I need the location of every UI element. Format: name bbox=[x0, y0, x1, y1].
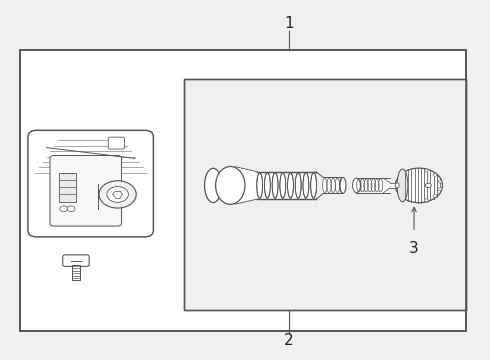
Circle shape bbox=[438, 188, 442, 191]
Circle shape bbox=[99, 181, 136, 208]
Circle shape bbox=[433, 173, 437, 176]
Circle shape bbox=[107, 186, 128, 202]
Bar bbox=[72, 265, 80, 280]
Ellipse shape bbox=[353, 178, 361, 193]
Bar bbox=[20, 50, 466, 331]
Bar bbox=[323, 177, 343, 193]
FancyBboxPatch shape bbox=[28, 130, 153, 237]
FancyBboxPatch shape bbox=[50, 156, 122, 226]
Ellipse shape bbox=[216, 166, 245, 204]
Circle shape bbox=[424, 169, 428, 172]
Bar bbox=[20, 50, 466, 331]
Bar bbox=[390, 183, 397, 188]
Ellipse shape bbox=[397, 169, 408, 202]
Ellipse shape bbox=[340, 177, 346, 193]
FancyBboxPatch shape bbox=[108, 137, 124, 149]
FancyBboxPatch shape bbox=[63, 255, 89, 266]
Circle shape bbox=[60, 206, 68, 212]
Bar bbox=[59, 173, 76, 202]
Circle shape bbox=[433, 195, 437, 198]
Text: 2: 2 bbox=[284, 333, 294, 348]
Circle shape bbox=[425, 183, 431, 188]
Bar bbox=[184, 79, 466, 310]
Ellipse shape bbox=[395, 183, 399, 188]
Text: 3: 3 bbox=[409, 241, 419, 256]
Bar bbox=[257, 172, 316, 199]
Circle shape bbox=[395, 168, 442, 203]
Ellipse shape bbox=[205, 168, 221, 202]
Circle shape bbox=[438, 180, 442, 183]
Text: 1: 1 bbox=[284, 16, 294, 31]
Bar bbox=[184, 79, 466, 310]
Bar bbox=[357, 178, 384, 193]
Circle shape bbox=[424, 199, 428, 202]
PathPatch shape bbox=[235, 167, 257, 204]
Bar bbox=[383, 178, 390, 193]
Bar bbox=[257, 173, 316, 198]
Circle shape bbox=[67, 206, 75, 212]
